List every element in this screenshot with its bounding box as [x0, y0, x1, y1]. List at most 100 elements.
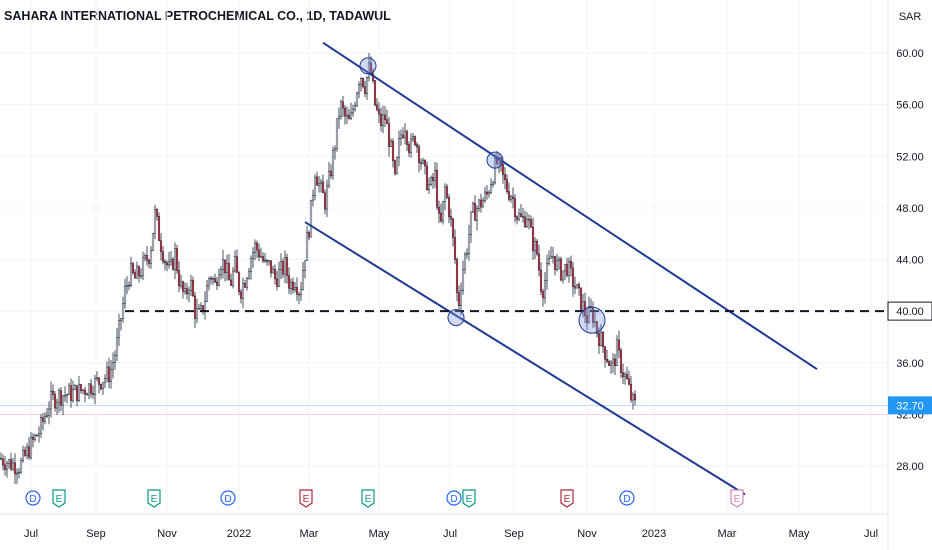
earnings-icon[interactable] — [361, 489, 375, 508]
candle-up — [221, 259, 225, 270]
candle-up — [21, 449, 25, 461]
candle-up — [403, 131, 407, 138]
candle-down — [363, 86, 367, 94]
candle-up — [301, 270, 305, 290]
earnings-icon[interactable] — [52, 489, 66, 508]
candle-up — [183, 288, 187, 292]
candle-down — [261, 256, 265, 262]
candle-down — [627, 378, 631, 385]
candle-up — [283, 257, 287, 275]
earnings-icon[interactable] — [560, 489, 574, 508]
candle-down — [223, 259, 227, 274]
earnings-icon[interactable] — [147, 489, 161, 508]
candle-down — [621, 372, 625, 377]
candle-down — [401, 134, 405, 138]
candle-up — [143, 255, 147, 259]
dividend-icon[interactable] — [25, 490, 41, 506]
y-tick-label: 56.00 — [896, 100, 924, 112]
candle-up — [39, 417, 43, 434]
candle-down — [31, 436, 35, 440]
upper-channel-line[interactable] — [322, 41, 818, 371]
candle-up — [303, 260, 307, 271]
candle-down — [605, 359, 609, 362]
candle-up — [81, 389, 85, 392]
candle-down — [97, 377, 101, 385]
candle-up — [587, 306, 591, 323]
candle-up — [459, 290, 463, 306]
candle-up — [17, 471, 21, 474]
candle-down — [585, 315, 589, 323]
candle-up — [49, 390, 53, 410]
candle-up — [309, 199, 313, 238]
candle-up — [481, 200, 485, 208]
earnings-icon[interactable] — [462, 489, 476, 508]
candle-up — [593, 321, 597, 323]
candle-up — [109, 368, 113, 382]
candle-up — [233, 256, 237, 272]
highlight-circle[interactable] — [486, 151, 504, 169]
candle-down — [453, 237, 457, 260]
candle-up — [443, 186, 447, 202]
candle-down — [229, 279, 233, 286]
candle-up — [47, 408, 51, 416]
earnings-icon[interactable] — [299, 489, 313, 508]
candle-up — [29, 436, 33, 458]
candle-down — [69, 385, 73, 401]
candle-up — [357, 84, 361, 94]
candle-down — [377, 109, 381, 115]
event-letter: D — [29, 494, 36, 505]
candle-up — [121, 303, 125, 320]
candle-down — [315, 176, 319, 186]
highlight-circle[interactable] — [359, 57, 377, 75]
candle-down — [579, 287, 583, 311]
candle-up — [327, 170, 331, 187]
candle-up — [567, 260, 571, 276]
highlight-circle[interactable] — [578, 306, 606, 334]
candle-up — [493, 158, 497, 184]
candle-down — [41, 417, 45, 422]
candle-down — [85, 393, 89, 396]
x-tick-label: Jul — [24, 528, 38, 540]
candle-up — [123, 286, 127, 304]
candle-down — [405, 131, 409, 145]
candle-up — [525, 219, 529, 227]
candle-up — [67, 385, 71, 396]
candle-up — [277, 269, 281, 287]
candle-down — [531, 226, 535, 252]
candle-up — [55, 402, 59, 409]
candle-down — [273, 268, 277, 280]
candle-up — [115, 337, 119, 356]
x-tick-label: Jul — [864, 528, 878, 540]
candle-up — [93, 378, 97, 395]
dividend-icon[interactable] — [619, 490, 635, 506]
candle-up — [331, 149, 335, 177]
candle-down — [239, 291, 243, 299]
candle-down — [573, 286, 577, 289]
x-tick-label: Mar — [300, 528, 319, 540]
y-tick-label: 60.00 — [896, 48, 924, 60]
dividend-icon[interactable] — [446, 490, 462, 506]
candle-up — [427, 184, 431, 190]
candle-down — [521, 216, 525, 218]
candle-up — [45, 415, 49, 417]
candle-down — [191, 280, 195, 297]
candle-up — [411, 136, 415, 140]
event-letter: E — [151, 494, 158, 505]
candle-down — [501, 164, 505, 175]
y-tick-label: 44.00 — [896, 255, 924, 267]
candle-up — [555, 260, 559, 270]
candle-down — [595, 321, 599, 334]
candle-down — [131, 263, 135, 273]
event-letter: E — [56, 494, 63, 505]
earnings-icon[interactable] — [730, 489, 744, 508]
candle-down — [181, 281, 185, 292]
highlight-circle[interactable] — [447, 309, 465, 327]
candle-up — [119, 318, 123, 321]
lower-channel-line[interactable] — [304, 221, 746, 496]
candle-down — [529, 219, 533, 228]
candle-up — [557, 258, 561, 261]
dividend-icon[interactable] — [220, 490, 236, 506]
candle-up — [149, 250, 153, 264]
candle-down — [171, 259, 175, 270]
